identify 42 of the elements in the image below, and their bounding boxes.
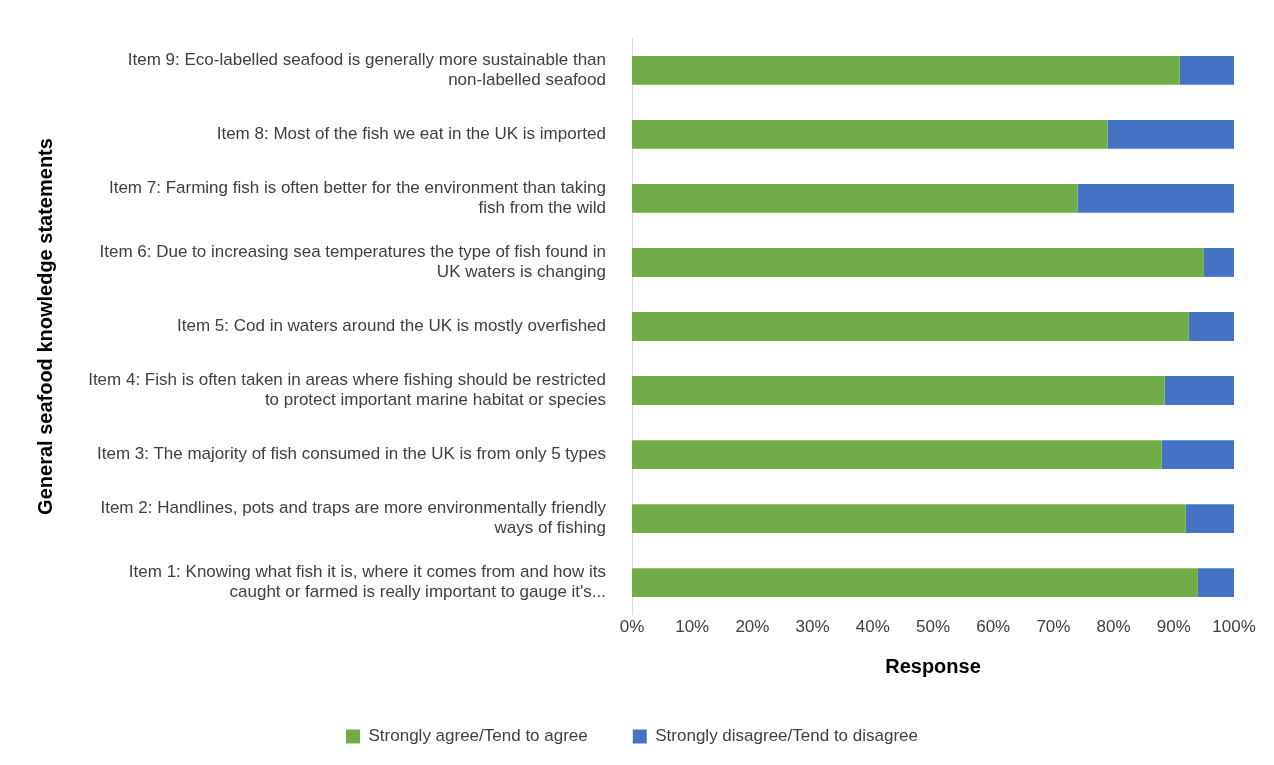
x-tick-label: 70%	[1036, 617, 1071, 637]
bar	[632, 504, 1186, 533]
bar	[1203, 248, 1234, 277]
bar	[1197, 568, 1234, 597]
y-tick-label: Item 6: Due to increasing sea temperatures the type of fish found in UK waters is changing	[99, 241, 606, 282]
x-tick-label: 80%	[1096, 617, 1131, 637]
x-tick-label: 60%	[976, 617, 1011, 637]
bar	[632, 120, 1108, 149]
y-tick-label: Item 1: Knowing what fish it is, where it comes from and how its caught or farmed is really important to gauge it's...	[128, 562, 606, 602]
x-tick-label: 0%	[619, 617, 645, 637]
bar	[632, 440, 1162, 469]
bar	[1161, 440, 1234, 469]
x-tick-label: 100%	[1212, 617, 1256, 637]
bar	[632, 248, 1204, 277]
bar	[632, 312, 1189, 341]
bar	[1188, 312, 1234, 341]
legend-label: Strongly disagree/Tend to disagree	[655, 726, 918, 746]
bar	[632, 568, 1198, 597]
x-tick-label: 40%	[855, 617, 890, 637]
x-tick-label: 90%	[1156, 617, 1191, 637]
legend-label: Strongly agree/Tend to agree	[368, 726, 588, 746]
x-axis-title: Response	[885, 654, 981, 677]
y-tick-label: Item 7: Farming fish is often better for the environment than taking fish from the wild	[108, 177, 606, 218]
bar	[632, 56, 1180, 85]
x-tick-label: 20%	[735, 617, 770, 637]
y-axis-title: General seafood knowledge statements	[33, 138, 56, 515]
bar	[1185, 504, 1234, 533]
x-tick-label: 50%	[915, 617, 951, 637]
bar	[1179, 56, 1234, 85]
bar	[1107, 120, 1234, 149]
bar	[1077, 184, 1234, 213]
y-tick-label: Item 5: Cod in waters around the UK is mostly overfished	[177, 316, 606, 336]
x-tick-label: 30%	[795, 617, 830, 637]
bar	[632, 376, 1165, 405]
x-tick-label: 10%	[675, 617, 710, 637]
y-tick-label: Item 9: Eco-labelled seafood is generally more sustainable than non-labelled seafood	[127, 49, 606, 90]
y-tick-label: Item 2: Handlines, pots and traps are more environmentally friendly ways of fishing	[100, 498, 607, 538]
bar	[1164, 376, 1234, 405]
y-tick-label: Item 3: The majority of fish consumed in the UK is from only 5 types	[97, 444, 606, 464]
y-tick-label: Item 4: Fish is often taken in areas where fishing should be restricted to protect important marine habitat or species	[88, 370, 606, 410]
y-tick-label: Item 8: Most of the fish we eat in the UK is imported	[216, 124, 606, 144]
bar	[632, 184, 1078, 213]
